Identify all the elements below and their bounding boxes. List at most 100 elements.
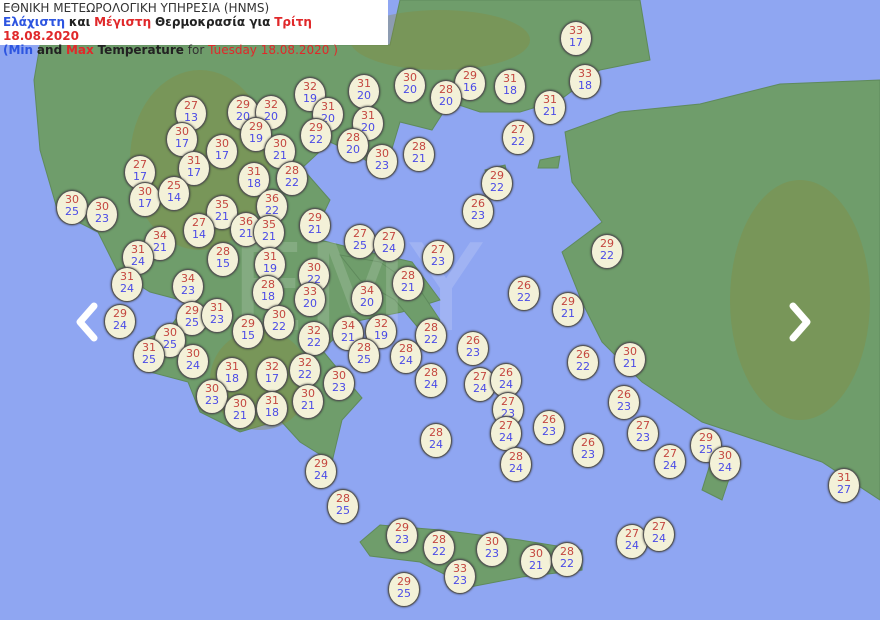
max-temp: 30 [375, 147, 389, 160]
max-temp: 28 [560, 545, 574, 558]
max-temp: 27 [192, 216, 206, 229]
min-temp: 22 [309, 133, 323, 146]
max-temp: 30 [403, 71, 417, 84]
max-temp: 27 [652, 520, 666, 533]
greek-subtitle: Ελάχιστη και Μέγιστη Θερμοκρασία για Τρί… [3, 15, 385, 43]
min-temp: 21 [561, 307, 575, 320]
station-marker: 28 24 [500, 447, 532, 482]
max-temp: 27 [431, 243, 445, 256]
min-temp: 25 [336, 504, 350, 517]
max-temp: 34 [360, 284, 374, 297]
gr-date: Τρίτη 18.08.2020 [3, 15, 312, 43]
max-temp: 28 [336, 492, 350, 505]
prev-button[interactable] [72, 302, 102, 342]
station-marker: 28 21 [403, 137, 435, 172]
max-temp: 30 [273, 137, 287, 150]
min-temp: 22 [560, 557, 574, 570]
station-marker: 30 21 [224, 394, 256, 429]
max-temp: 29 [600, 237, 614, 250]
max-temp: 27 [499, 419, 513, 432]
max-temp: 30 [175, 125, 189, 138]
next-button[interactable] [785, 302, 815, 342]
max-temp: 29 [395, 521, 409, 534]
max-temp: 26 [542, 413, 556, 426]
min-temp: 20 [439, 95, 453, 108]
min-temp: 22 [576, 360, 590, 373]
en-min-label: Min [8, 43, 34, 57]
station-marker: 26 23 [608, 385, 640, 420]
min-temp: 22 [265, 204, 279, 217]
min-temp: 22 [432, 545, 446, 558]
station-marker: 29 25 [388, 572, 420, 607]
max-temp: 26 [517, 279, 531, 292]
min-temp: 23 [395, 533, 409, 546]
max-temp: 30 [529, 547, 543, 560]
max-temp: 27 [501, 395, 515, 408]
max-temp: 31 [210, 301, 224, 314]
min-temp: 17 [569, 36, 583, 49]
max-temp: 27 [511, 123, 525, 136]
land-turkey [561, 79, 880, 501]
max-temp: 30 [718, 449, 732, 462]
station-marker: 31 27 [828, 468, 860, 503]
mountain-shading [730, 180, 870, 420]
min-temp: 22 [600, 249, 614, 262]
station-marker: 29 21 [552, 292, 584, 327]
en-temp-label: Temperature [97, 43, 184, 57]
station-marker: 27 24 [654, 444, 686, 479]
max-temp: 26 [471, 197, 485, 210]
station-marker: 30 23 [476, 532, 508, 567]
max-temp: 28 [357, 341, 371, 354]
max-temp: 30 [163, 326, 177, 339]
station-marker: 31 20 [348, 74, 380, 109]
min-temp: 21 [623, 357, 637, 370]
min-temp: 25 [699, 443, 713, 456]
station-marker: 31 24 [122, 240, 154, 275]
map-title: ΕΘΝΙΚΗ ΜΕΤΕΩΡΟΛΟΓΙΚΗ ΥΠΗΡΕΣΙΑ (HNMS) Ελά… [0, 0, 388, 57]
min-temp: 15 [241, 329, 255, 342]
min-temp: 23 [485, 547, 499, 560]
station-marker: 29 24 [305, 454, 337, 489]
station-marker: 26 22 [508, 276, 540, 311]
max-temp: 30 [332, 369, 346, 382]
max-temp: 28 [432, 533, 446, 546]
min-temp: 20 [357, 89, 371, 102]
max-temp: 29 [314, 457, 328, 470]
max-temp: 28 [424, 321, 438, 334]
station-marker: 32 22 [298, 321, 330, 356]
station-marker: 32 22 [289, 353, 321, 388]
station-marker: 28 25 [348, 338, 380, 373]
station-marker: 27 24 [643, 517, 675, 552]
max-temp: 30 [623, 345, 637, 358]
min-temp: 18 [247, 177, 261, 190]
max-temp: 29 [308, 211, 322, 224]
min-temp: 24 [120, 282, 134, 295]
min-temp: 21 [153, 241, 167, 254]
max-temp: 30 [95, 200, 109, 213]
min-temp: 21 [412, 152, 426, 165]
min-temp: 21 [401, 281, 415, 294]
en-paren: ( [3, 43, 9, 57]
max-temp: 27 [184, 99, 198, 112]
max-temp: 29 [699, 431, 713, 444]
station-marker: 29 22 [481, 166, 513, 201]
station-marker: 28 22 [276, 161, 308, 196]
min-temp: 17 [133, 170, 147, 183]
min-temp: 22 [272, 320, 286, 333]
gr-and-label: και [68, 15, 91, 29]
max-temp: 30 [301, 387, 315, 400]
station-marker: 26 22 [567, 345, 599, 380]
station-marker: 29 15 [232, 314, 264, 349]
chevron-left-icon [76, 302, 98, 342]
max-temp: 28 [216, 245, 230, 258]
max-temp: 31 [503, 72, 517, 85]
min-temp: 21 [543, 105, 557, 118]
min-temp: 22 [285, 176, 299, 189]
min-temp: 21 [239, 227, 253, 240]
max-temp: 33 [578, 67, 592, 80]
max-temp: 26 [499, 366, 513, 379]
max-temp: 36 [265, 192, 279, 205]
min-temp: 13 [184, 111, 198, 124]
station-marker: 34 23 [172, 269, 204, 304]
max-temp: 32 [264, 98, 278, 111]
